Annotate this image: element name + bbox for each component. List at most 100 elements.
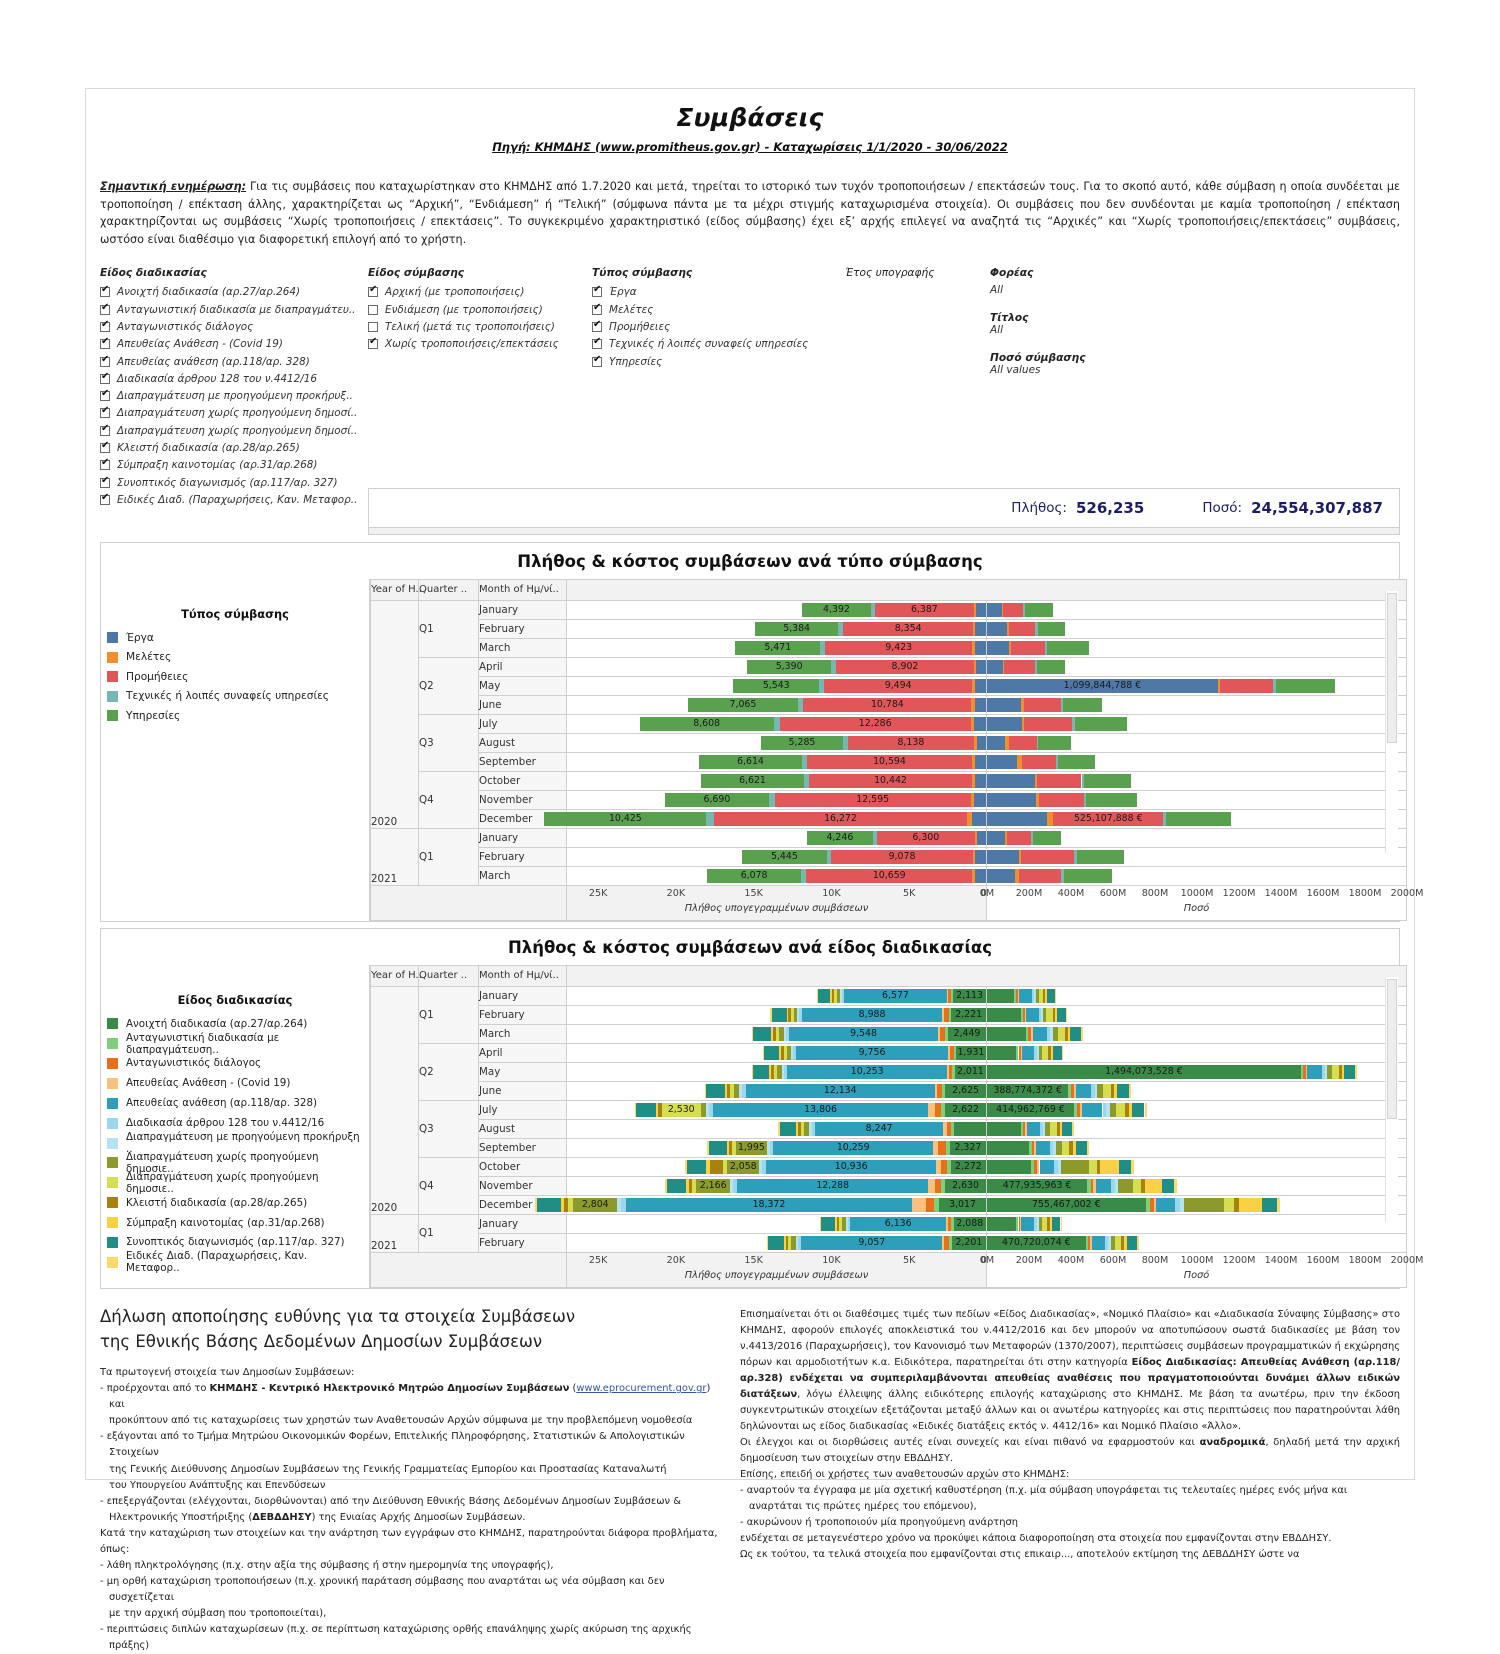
table-row[interactable]: December 3,017 18,372 2,804 755,467,002 €	[371, 1194, 1407, 1215]
bar-segment[interactable]	[1037, 773, 1082, 788]
bar-segment[interactable]	[935, 1102, 941, 1117]
bar-segment[interactable]	[704, 1083, 707, 1098]
bar-segment[interactable]	[1114, 1178, 1119, 1193]
bar-segment[interactable]	[928, 1178, 936, 1193]
bar-segment[interactable]	[801, 1235, 943, 1250]
bar-segment[interactable]	[735, 1140, 767, 1155]
bar-segment[interactable]	[1095, 1178, 1112, 1193]
bar-segment[interactable]	[948, 1064, 953, 1079]
bar-segment[interactable]	[1016, 1045, 1019, 1060]
table-row[interactable]: 2021 Q1 January 2,088 6,136	[370, 1213, 1407, 1253]
bar-segment[interactable]	[1069, 1140, 1073, 1155]
bar-segment[interactable]	[1081, 773, 1085, 788]
bar-segment[interactable]	[1111, 1178, 1115, 1193]
bar-segment[interactable]	[664, 792, 769, 807]
filter-group-year[interactable]: Έτος υπογραφής	[845, 267, 1005, 284]
bar-segment[interactable]	[845, 1216, 848, 1231]
contract-type-checkbox[interactable]	[592, 354, 602, 367]
bar-segment[interactable]	[975, 621, 986, 636]
bar-segment[interactable]	[834, 988, 837, 1003]
bar-segment[interactable]	[809, 773, 972, 788]
bar-segment[interactable]	[972, 678, 976, 693]
bar-segment[interactable]	[1102, 1083, 1111, 1098]
bar-segment[interactable]	[1046, 1007, 1053, 1022]
bar-segment[interactable]	[946, 988, 948, 1003]
bar-segment[interactable]	[639, 716, 774, 731]
procedure-item[interactable]: Ανοιχτή διαδικασία (αρ.27/αρ.264)	[100, 284, 355, 301]
bar-segment[interactable]	[825, 640, 972, 655]
bar-segment[interactable]	[1015, 868, 1020, 883]
bar-segment[interactable]	[1034, 1159, 1038, 1174]
procedure-checkbox[interactable]	[100, 336, 110, 350]
bar-segment[interactable]	[838, 621, 844, 636]
bar-segment[interactable]	[1006, 830, 1031, 845]
bar-segment[interactable]	[843, 735, 848, 750]
bar-segment[interactable]	[944, 1235, 949, 1250]
procedure-item[interactable]: Ανταγωνιστικός διάλογος	[100, 318, 355, 335]
table-row[interactable]: September 2,327 10,259 1,995	[371, 1137, 1407, 1158]
bar-segment[interactable]	[835, 1216, 838, 1231]
bar-segment[interactable]	[796, 1045, 948, 1060]
bar-segment[interactable]	[1072, 1140, 1076, 1155]
bar-segment[interactable]	[779, 1121, 796, 1136]
bar-segment[interactable]	[842, 1216, 846, 1231]
bar-segment[interactable]	[1071, 1083, 1075, 1098]
bar-segment[interactable]	[974, 659, 977, 674]
bar-segment[interactable]	[943, 1121, 947, 1136]
bar-segment[interactable]	[1032, 830, 1062, 845]
procedure-checkbox[interactable]	[100, 457, 110, 471]
bar-segment[interactable]	[1036, 792, 1039, 807]
bar-segment[interactable]	[1321, 1064, 1325, 1079]
bar-segment[interactable]	[1038, 792, 1084, 807]
bar-segment[interactable]	[1053, 811, 1164, 826]
bar-segment[interactable]	[835, 659, 975, 674]
bar-segment[interactable]	[1276, 1197, 1281, 1212]
bar-segment[interactable]	[665, 1178, 667, 1193]
bar-segment[interactable]	[976, 659, 986, 674]
contract-kind-checkbox[interactable]	[368, 336, 378, 350]
bar-segment[interactable]	[1047, 640, 1090, 655]
bar-segment[interactable]	[1020, 1121, 1024, 1136]
bar-segment[interactable]	[987, 1140, 1029, 1155]
bar-segment[interactable]	[1052, 1026, 1058, 1041]
bar-segment[interactable]	[841, 988, 845, 1003]
bar-segment[interactable]	[1042, 1121, 1046, 1136]
bar-segment[interactable]	[1050, 1026, 1053, 1041]
bar-segment[interactable]	[839, 1216, 843, 1231]
procedure-item[interactable]: Διαπραγμάτευση χωρίς προηγούμενη δημοσί.…	[100, 422, 357, 439]
bar-segment[interactable]	[1004, 659, 1035, 674]
bar-segment[interactable]	[1081, 1026, 1084, 1041]
table-row[interactable]: 2020 Q1 January 6,387 4,392	[370, 599, 1407, 829]
legend-item[interactable]: Τεχνικές ή λοιπές συναφείς υπηρεσίες	[107, 687, 363, 707]
bar-segment[interactable]	[772, 1026, 776, 1041]
bar-segment[interactable]	[1016, 1216, 1019, 1231]
bar-segment[interactable]	[735, 640, 821, 655]
bar-segment[interactable]	[634, 1102, 637, 1117]
bar-segment[interactable]	[1093, 1178, 1096, 1193]
procedure-checkbox[interactable]	[100, 319, 110, 332]
bar-segment[interactable]	[1115, 1102, 1125, 1117]
legend-item[interactable]: Διαπραγμάτευση χωρίς προηγούμενη δημοσιε…	[107, 1151, 363, 1175]
chart1-scroll-thumb[interactable]	[1387, 592, 1397, 743]
bar-segment[interactable]	[970, 792, 975, 807]
bar-segment[interactable]	[987, 830, 1005, 845]
bar-segment[interactable]	[773, 1064, 778, 1079]
table-row[interactable]: Q4 October 10,442 6,621	[371, 770, 1407, 829]
bar-segment[interactable]	[954, 1064, 986, 1079]
filter-value-entity[interactable]: All	[990, 283, 1004, 296]
bar-segment[interactable]	[733, 678, 820, 693]
bar-segment[interactable]	[709, 1102, 714, 1117]
bar-segment[interactable]	[1052, 1216, 1061, 1231]
table-row[interactable]: Q3 July 12,286 8,608	[371, 713, 1407, 772]
bar-segment[interactable]	[1126, 1235, 1137, 1250]
bar-segment[interactable]	[1145, 1197, 1150, 1212]
bar-segment[interactable]	[1217, 678, 1220, 693]
bar-segment[interactable]	[1041, 1007, 1044, 1022]
bar-segment[interactable]	[1050, 1216, 1053, 1231]
bar-segment[interactable]	[560, 1197, 564, 1212]
bar-segment[interactable]	[781, 1064, 785, 1079]
bar-segment[interactable]	[563, 1197, 569, 1212]
bar-segment[interactable]	[1327, 1064, 1332, 1079]
contract-type-checkbox[interactable]	[592, 302, 602, 315]
bar-segment[interactable]	[975, 602, 986, 617]
